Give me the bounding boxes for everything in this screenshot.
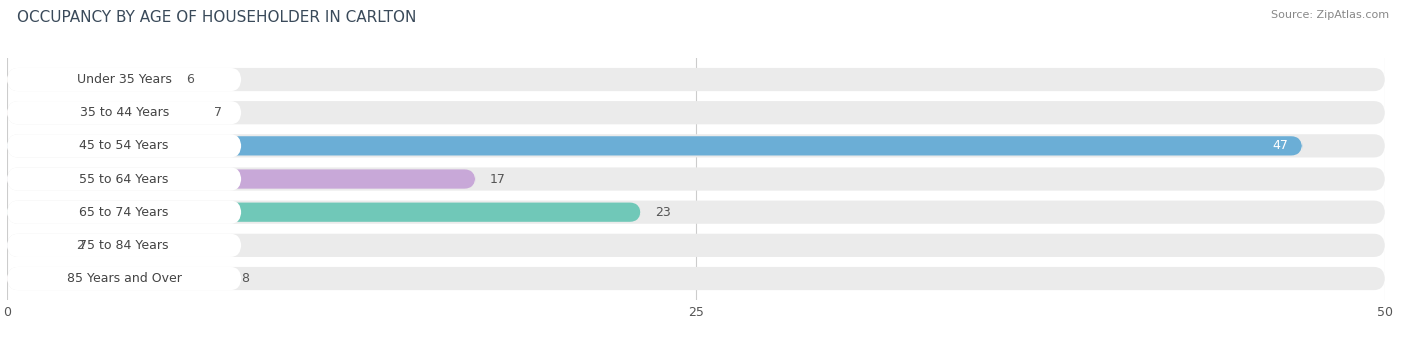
Text: 45 to 54 Years: 45 to 54 Years [80, 139, 169, 152]
FancyBboxPatch shape [7, 269, 228, 288]
FancyBboxPatch shape [7, 267, 1385, 290]
Text: 55 to 64 Years: 55 to 64 Years [80, 173, 169, 186]
FancyBboxPatch shape [7, 134, 242, 158]
FancyBboxPatch shape [7, 201, 242, 224]
Text: OCCUPANCY BY AGE OF HOUSEHOLDER IN CARLTON: OCCUPANCY BY AGE OF HOUSEHOLDER IN CARLT… [17, 10, 416, 25]
Text: 17: 17 [489, 173, 505, 186]
FancyBboxPatch shape [7, 136, 1302, 155]
Text: 23: 23 [655, 206, 671, 219]
Text: 47: 47 [1272, 139, 1288, 152]
Text: 65 to 74 Years: 65 to 74 Years [80, 206, 169, 219]
Text: 7: 7 [214, 106, 222, 119]
FancyBboxPatch shape [7, 70, 173, 89]
FancyBboxPatch shape [7, 134, 1385, 158]
FancyBboxPatch shape [7, 167, 1385, 191]
FancyBboxPatch shape [7, 101, 1385, 124]
FancyBboxPatch shape [7, 234, 242, 257]
FancyBboxPatch shape [7, 68, 1385, 91]
FancyBboxPatch shape [7, 103, 200, 122]
FancyBboxPatch shape [7, 68, 242, 91]
Text: 2: 2 [76, 239, 84, 252]
Text: 35 to 44 Years: 35 to 44 Years [80, 106, 169, 119]
Text: 75 to 84 Years: 75 to 84 Years [79, 239, 169, 252]
Text: Source: ZipAtlas.com: Source: ZipAtlas.com [1271, 10, 1389, 20]
Text: Under 35 Years: Under 35 Years [77, 73, 172, 86]
FancyBboxPatch shape [7, 236, 62, 255]
FancyBboxPatch shape [7, 101, 242, 124]
FancyBboxPatch shape [7, 169, 475, 189]
FancyBboxPatch shape [7, 234, 1385, 257]
FancyBboxPatch shape [7, 201, 1385, 224]
FancyBboxPatch shape [7, 203, 641, 222]
Text: 6: 6 [186, 73, 194, 86]
Text: 85 Years and Over: 85 Years and Over [66, 272, 181, 285]
FancyBboxPatch shape [7, 167, 242, 191]
Text: 8: 8 [242, 272, 249, 285]
FancyBboxPatch shape [7, 267, 242, 290]
